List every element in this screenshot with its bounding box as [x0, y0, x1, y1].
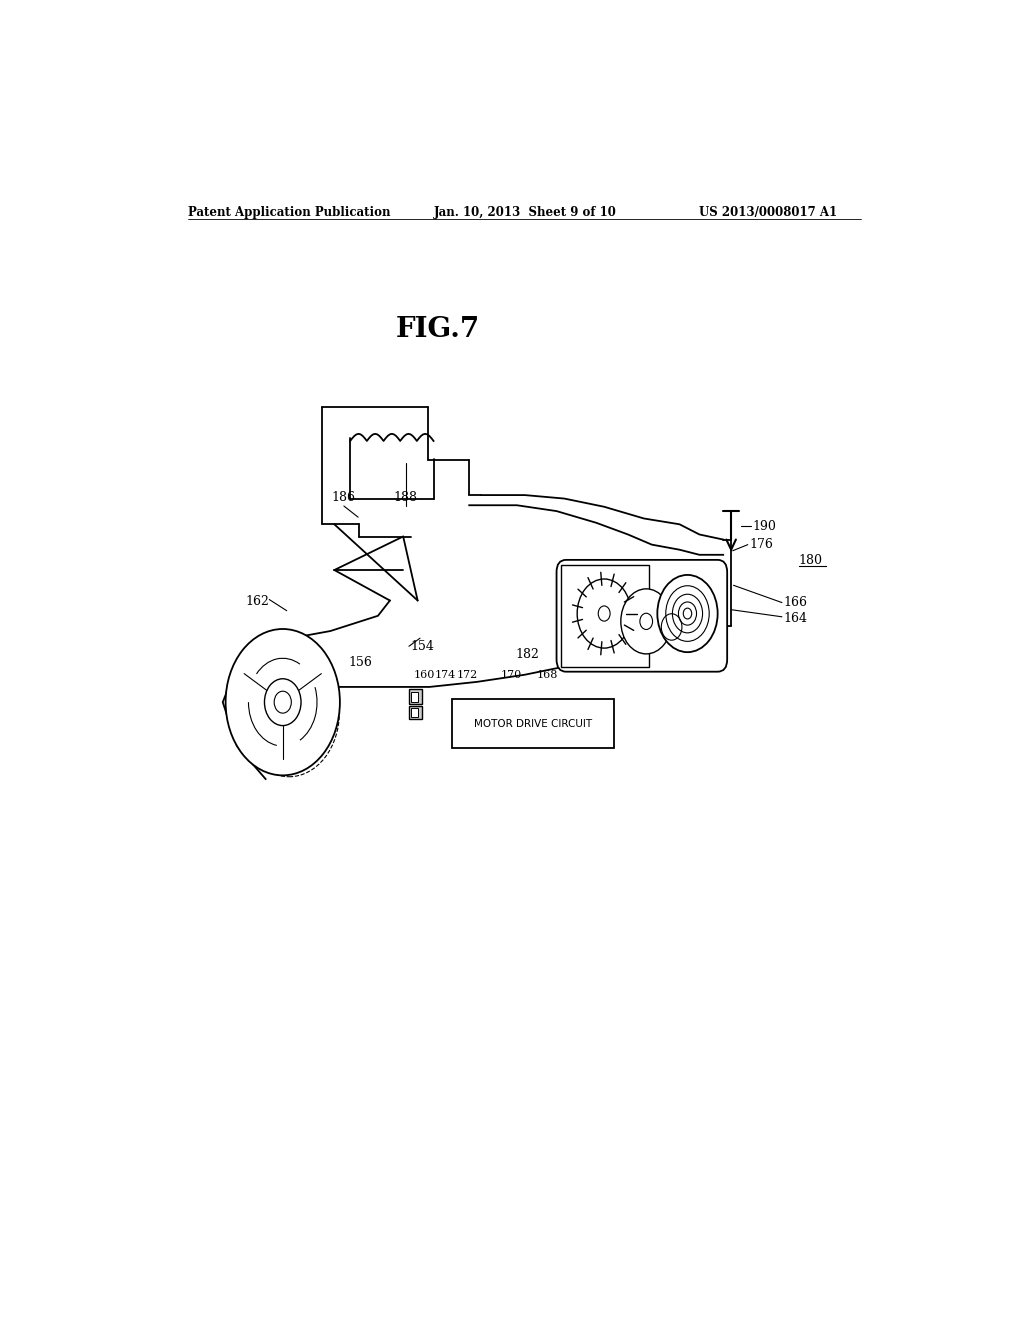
- Bar: [409, 706, 422, 719]
- Text: 156: 156: [348, 656, 373, 669]
- Circle shape: [598, 606, 610, 622]
- Text: FIG.7: FIG.7: [395, 315, 479, 343]
- Text: MOTOR DRIVE CIRCUIT: MOTOR DRIVE CIRCUIT: [474, 718, 592, 729]
- Text: 174: 174: [435, 669, 456, 680]
- Bar: [409, 689, 422, 704]
- Circle shape: [578, 579, 631, 648]
- Text: 180: 180: [799, 554, 822, 568]
- Text: 190: 190: [753, 520, 776, 533]
- Text: 168: 168: [537, 669, 558, 680]
- Text: US 2013/0008017 A1: US 2013/0008017 A1: [699, 206, 838, 219]
- Circle shape: [662, 614, 682, 640]
- Text: 160: 160: [414, 669, 435, 680]
- Circle shape: [225, 630, 340, 775]
- Bar: [412, 692, 419, 702]
- Text: 186: 186: [332, 491, 356, 504]
- Text: 166: 166: [783, 597, 808, 609]
- Text: 188: 188: [394, 491, 418, 504]
- Bar: [452, 700, 614, 748]
- Text: 172: 172: [457, 669, 478, 680]
- Bar: [412, 709, 419, 718]
- Circle shape: [274, 692, 291, 713]
- Circle shape: [640, 614, 652, 630]
- Text: 154: 154: [411, 640, 434, 653]
- FancyBboxPatch shape: [557, 560, 727, 672]
- Text: 176: 176: [750, 539, 773, 552]
- Text: 170: 170: [501, 669, 522, 680]
- Circle shape: [264, 678, 301, 726]
- Bar: [560, 565, 649, 667]
- Text: Jan. 10, 2013  Sheet 9 of 10: Jan. 10, 2013 Sheet 9 of 10: [433, 206, 616, 219]
- Text: 182: 182: [515, 648, 540, 661]
- Text: Patent Application Publication: Patent Application Publication: [188, 206, 391, 219]
- Text: 164: 164: [783, 612, 808, 626]
- Text: 162: 162: [246, 595, 269, 609]
- Circle shape: [621, 589, 672, 653]
- Circle shape: [657, 576, 718, 652]
